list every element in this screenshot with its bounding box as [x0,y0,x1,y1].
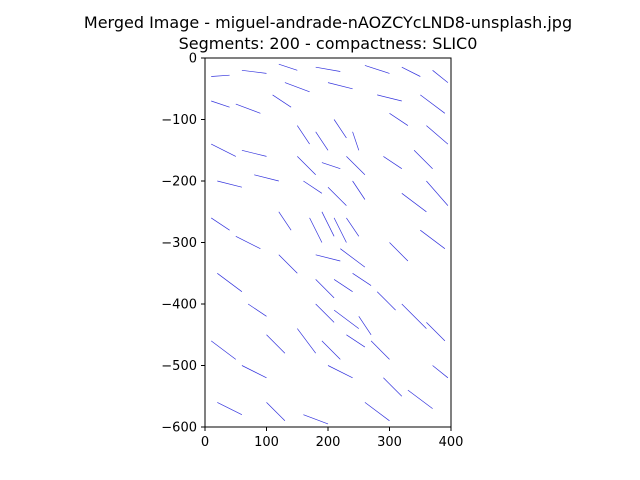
segment-line [297,156,316,176]
segment-line [241,69,267,74]
segment-line [241,149,267,157]
segment-line [254,174,279,182]
segment-line [315,66,341,72]
segment-line [333,119,347,139]
segment-line [217,180,242,188]
segment-line [266,334,286,354]
segment-line [358,316,372,335]
segment-line [383,377,403,397]
segment-line [235,235,261,250]
segment-line [309,217,323,243]
segment-line [333,309,360,329]
segment-line [315,131,329,151]
x-tick-label: 100 [254,435,279,450]
segment-line [407,389,433,409]
segment-line [241,365,267,379]
segment-line [383,156,402,169]
y-tick-label: −300 [161,236,197,251]
segment-line [303,414,329,425]
segment-line [327,365,353,379]
segment-line [346,334,366,348]
segment-line [426,125,449,145]
segment-line [432,365,449,379]
segment-line [315,254,341,262]
y-tick-label: −200 [161,175,197,190]
segment-line [235,103,261,114]
segment-line [297,328,316,354]
segment-lines [210,63,449,425]
y-tick-label: 0 [189,52,197,67]
segment-line [340,248,366,268]
axes-frame [204,57,452,428]
x-tick-label: 400 [439,435,464,450]
segment-line [377,94,402,102]
segment-line [432,70,449,83]
chart-title: Merged Image - miguel-andrade-nAOZCYcLND… [84,13,572,32]
segment-line [247,303,267,317]
segment-line [352,180,366,200]
segment-line [420,229,446,249]
x-tick-label: 200 [316,435,341,450]
segment-line [284,82,310,93]
segment-line [266,402,286,422]
plot-area [204,57,452,428]
segment-line [426,180,449,206]
segment-line [210,340,237,360]
segment-line [272,94,292,108]
segment-line [346,217,360,237]
segment-line [278,254,298,274]
segment-line [321,211,335,237]
segment-line [211,143,236,157]
x-tick-label: 0 [201,435,209,450]
segment-line [352,273,372,286]
segment-line [211,74,230,77]
segment-line [297,125,310,145]
segment-line [370,340,390,360]
segment-line [211,217,230,231]
segment-line [217,402,243,416]
segment-line [420,94,446,114]
chart-subtitle: Segments: 200 - compactness: SLIC0 [179,34,478,53]
segment-line [303,180,323,194]
segment-line [321,340,341,360]
segment-line [352,131,360,151]
x-tick-label: 300 [377,435,402,450]
segment-line [413,150,433,169]
segment-line [278,63,298,71]
segment-line [327,186,347,206]
y-tick-label: −100 [161,113,197,128]
segment-line [401,66,421,77]
segment-line [321,162,341,170]
segment-line [401,303,427,329]
segment-line [315,303,335,323]
x-axis-ticks: 0 100 200 300 400 [201,427,464,450]
segment-line [364,65,390,74]
segment-line [333,279,353,292]
y-tick-label: −500 [161,359,197,374]
segment-line [346,156,366,176]
segment-line [315,279,335,299]
segment-line [327,82,353,90]
segment-line [389,242,409,262]
y-axis-ticks: 0 −100 −200 −300 −400 −500 −600 [161,52,205,436]
segment-line [364,402,390,422]
segment-line [211,100,230,108]
segment-line [333,217,347,243]
segment-line [278,211,292,231]
segment-line [426,322,446,342]
y-tick-label: −400 [161,298,197,313]
segment-line [401,193,427,213]
y-tick-label: −600 [161,421,197,436]
segment-line [217,273,243,292]
segment-line [389,113,409,126]
segment-line [376,291,396,311]
